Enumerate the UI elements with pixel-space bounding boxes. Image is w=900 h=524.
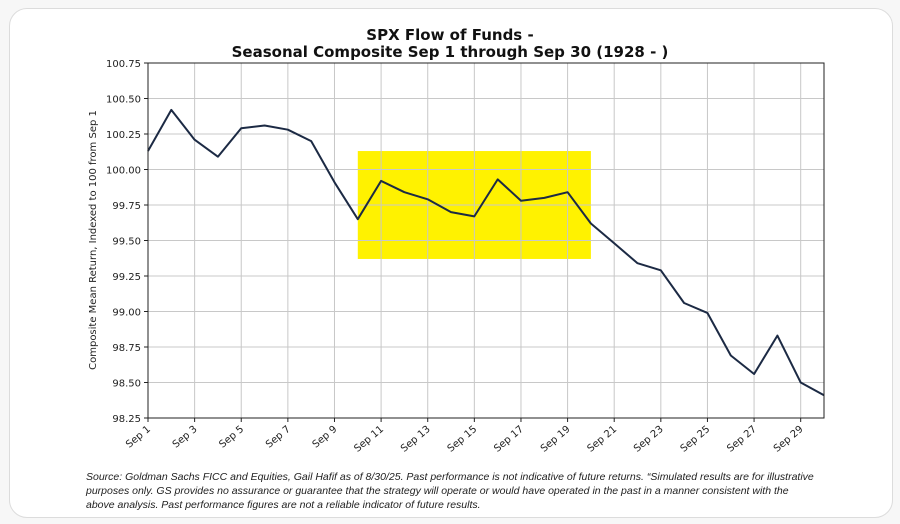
x-tick-label: Sep 13 bbox=[399, 424, 433, 455]
source-note: Source: Goldman Sachs FICC and Equities,… bbox=[86, 471, 814, 511]
y-tick-label: 100.50 bbox=[106, 95, 141, 106]
y-tick-label: 98.50 bbox=[112, 379, 141, 390]
x-tick-label: Sep 23 bbox=[632, 424, 666, 455]
y-tick-label: 99.50 bbox=[112, 237, 141, 248]
series-line bbox=[147, 108, 825, 397]
x-tick-label: Sep 25 bbox=[679, 424, 713, 455]
x-tick-label: Sep 21 bbox=[585, 424, 619, 455]
y-tick-label: 99.75 bbox=[112, 201, 141, 212]
x-tick-label: Sep 9 bbox=[311, 424, 340, 451]
y-axis-label: Composite Mean Return, Indexed to 100 fr… bbox=[88, 110, 99, 370]
x-tick-label: Sep 11 bbox=[352, 424, 386, 455]
chart-title-line1: SPX Flow of Funds - bbox=[366, 26, 534, 44]
x-tick-label: Sep 29 bbox=[772, 424, 806, 455]
grid-layer bbox=[147, 62, 824, 419]
y-tick-label: 98.25 bbox=[112, 414, 141, 425]
y-tick-label: 99.00 bbox=[112, 308, 141, 319]
y-tick-label: 100.25 bbox=[106, 130, 141, 141]
x-tick-label: Sep 5 bbox=[217, 424, 246, 451]
y-tick-label: 99.25 bbox=[112, 272, 141, 283]
x-tick-label: Sep 19 bbox=[539, 424, 573, 455]
line-chart: 98.25 98.50 98.75 99.00 99.25 99.50 99.75 100.0… bbox=[88, 59, 825, 455]
y-tick-label: 98.75 bbox=[112, 343, 141, 354]
plot-frame bbox=[147, 62, 825, 419]
x-tick-label: Sep 3 bbox=[171, 424, 200, 451]
x-tick-label: Sep 17 bbox=[492, 424, 526, 455]
chart-title-line2: Seasonal Composite Sep 1 through Sep 30 … bbox=[231, 43, 669, 61]
y-tick-label: 100.75 bbox=[106, 59, 141, 70]
y-tick-label: 100.00 bbox=[106, 166, 141, 177]
x-tick-label: Sep 27 bbox=[725, 424, 759, 455]
x-tick-label: Sep 7 bbox=[264, 424, 293, 451]
chart-card bbox=[9, 8, 893, 518]
x-tick-label: Sep 15 bbox=[446, 424, 480, 455]
series-layer bbox=[147, 108, 825, 397]
x-tick-label: Sep 1 bbox=[124, 424, 153, 451]
